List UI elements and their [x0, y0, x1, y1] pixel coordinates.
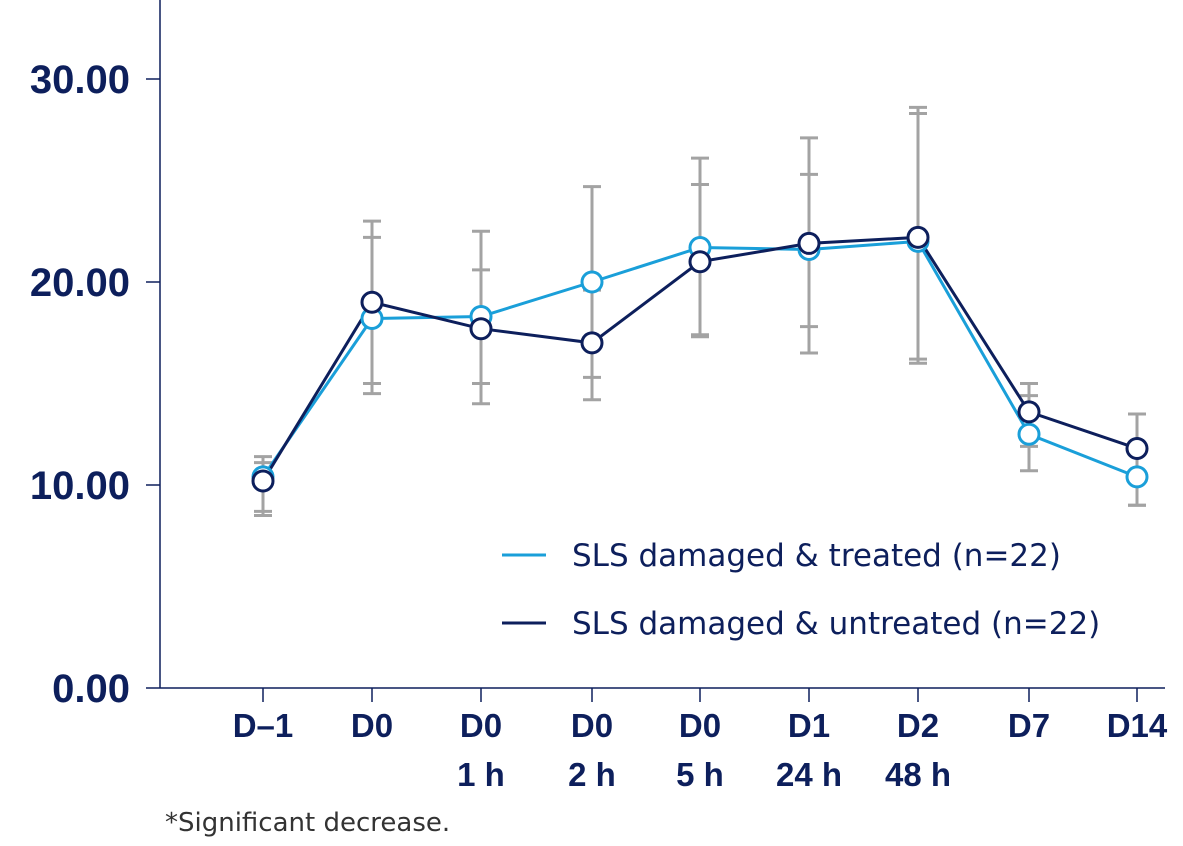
- data-point-untreated: [580, 331, 604, 355]
- legend-label: SLS damaged & treated (n=22): [572, 538, 1061, 574]
- x-tick-label: 1 h: [457, 756, 505, 793]
- data-point-untreated: [797, 231, 821, 255]
- data-point-treated: [1125, 465, 1149, 489]
- error-bars: [254, 105, 1146, 517]
- x-tick-label: 5 h: [676, 756, 724, 793]
- y-tick-label: 10.00: [30, 464, 130, 508]
- data-point-treated: [580, 270, 604, 294]
- x-tick-label: D14: [1107, 707, 1168, 744]
- data-point-untreated: [469, 317, 493, 341]
- data-point-untreated: [906, 225, 930, 249]
- data-point-untreated: [1125, 436, 1149, 460]
- data-point-untreated: [251, 469, 275, 493]
- x-tick-label: D2: [897, 707, 939, 744]
- x-tick-label: D7: [1008, 707, 1050, 744]
- x-tick-label: D1: [788, 707, 830, 744]
- data-point-untreated: [360, 290, 384, 314]
- y-tick-labels: 0.00 10.00 20.00 30.00: [30, 58, 130, 711]
- data-point-untreated: [1017, 400, 1041, 424]
- x-tick-label: 2 h: [568, 756, 616, 793]
- x-tick-labels: D–1 D0 D0 1 h D0 2 h D0 5 h D1 24 h D2 48 h D7 D14: [233, 707, 1168, 793]
- x-tick-label: D0: [679, 707, 721, 744]
- x-tick-label: D0: [571, 707, 613, 744]
- x-tick-label: 48 h: [885, 756, 951, 793]
- footnote: *Significant decrease.: [165, 808, 451, 838]
- axes: [146, 0, 1165, 702]
- x-tick-label: D0: [460, 707, 502, 744]
- y-tick-label: 30.00: [30, 58, 130, 102]
- legend-label: SLS damaged & untreated (n=22): [572, 606, 1100, 642]
- x-tick-label: D0: [351, 707, 393, 744]
- data-point-untreated: [688, 250, 712, 274]
- y-tick-label: 20.00: [30, 261, 130, 305]
- data-point-treated: [1017, 422, 1041, 446]
- x-tick-label: 24 h: [776, 756, 842, 793]
- y-tick-label: 0.00: [52, 667, 130, 711]
- series-lines: [251, 225, 1149, 493]
- legend: SLS damaged & treated (n=22) SLS damaged …: [502, 538, 1100, 642]
- x-tick-label: D–1: [233, 707, 294, 744]
